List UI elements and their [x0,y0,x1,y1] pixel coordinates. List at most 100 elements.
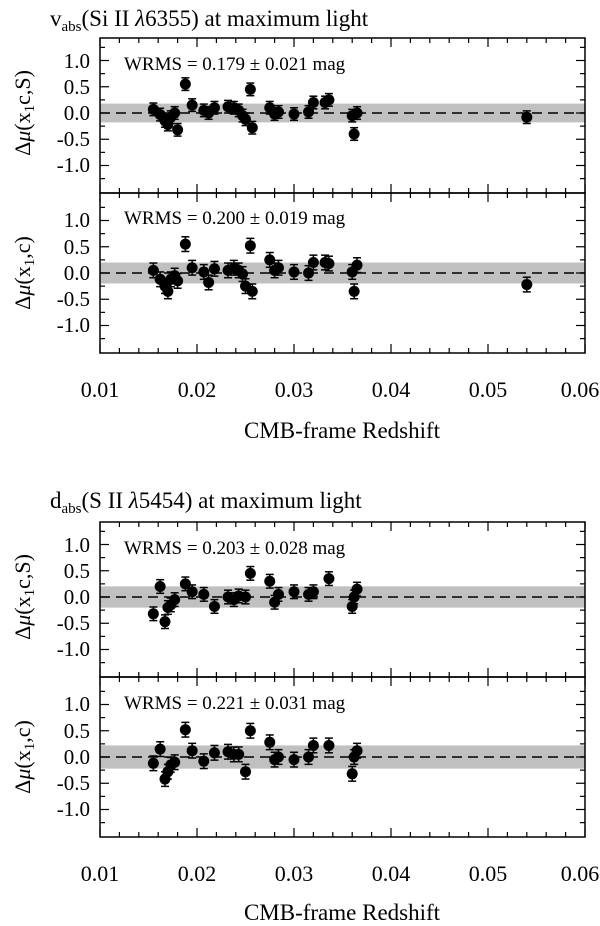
point-marker [159,616,171,628]
y-tick-label: 0.0 [64,745,90,769]
data-points [147,236,533,300]
point-marker [186,745,198,757]
point-marker [288,266,300,278]
data-point [351,105,363,121]
point-marker [179,238,191,250]
data-point [208,260,220,277]
data-point [272,586,284,602]
point-marker [169,107,181,119]
axes-frame [99,192,586,354]
point-marker [348,128,360,140]
figure-1: vabs(Si II λ6355) at maximum light WRMS … [10,6,599,443]
y-tick-label: 1.0 [64,49,90,73]
point-marker [288,108,300,120]
data-point [169,754,181,771]
wrms-annotation: WRMS = 0.179 ± 0.021 mag [124,54,346,75]
data-point [521,276,533,293]
point-marker [264,575,276,587]
point-marker [154,581,166,592]
y-tick-label: 1.0 [64,208,90,232]
point-marker [179,724,191,736]
point-marker [169,756,181,768]
data-point [303,748,315,766]
y-tick-label: 0.0 [64,585,90,609]
data-point [272,104,284,119]
data-point [172,272,184,289]
data-point [154,741,166,758]
data-point [323,737,335,754]
y-tick-label: 0.0 [64,261,90,285]
y-tick-label: -0.5 [57,611,90,635]
data-point [346,765,358,782]
y-axis-label: Δμ(x1,c) [10,720,38,794]
data-point [186,584,198,600]
y-tick-label: -1.0 [57,313,90,337]
data-point [323,571,335,587]
x-tick-label: 0.03 [275,861,314,886]
point-marker [272,751,284,763]
y-tick-label: -0.5 [57,771,90,795]
data-point [186,742,198,759]
data-point [348,283,360,300]
data-point [264,573,276,589]
data-point [307,737,319,754]
point-marker [246,285,258,297]
wrms-annotation: WRMS = 0.203 ± 0.028 mag [124,538,346,559]
x-tick-label: 0.05 [469,377,508,402]
data-point [246,283,258,300]
point-marker [307,586,319,598]
point-marker [147,608,159,620]
point-marker [288,754,300,766]
chart-panel: WRMS = 0.200 ± 0.019 mag Δμ(x1,c) 1.0 0.… [10,192,586,354]
axes-frame [99,676,586,838]
point-marker [203,276,215,288]
data-point [169,105,181,121]
data-point [351,742,363,759]
point-marker [208,600,220,612]
x-axis-label: CMB-frame Redshift [244,418,441,443]
point-marker [179,78,191,90]
y-tick-label: -1.0 [57,797,90,821]
x-tick-label: 0.02 [178,377,217,402]
point-marker [186,586,198,598]
point-marker [307,257,319,268]
data-point [208,744,220,761]
chart-panel: WRMS = 0.179 ± 0.021 mag Δμ(x1c,S) 1.0 0… [10,37,586,194]
point-marker [521,111,533,123]
wrms-annotation: WRMS = 0.221 ± 0.031 mag [124,693,346,714]
point-marker [351,583,363,595]
data-point [172,122,184,137]
point-marker [351,107,363,119]
data-point [208,598,220,615]
point-marker [307,97,319,108]
data-point [272,259,284,276]
x-tick-label: 0.03 [275,377,314,402]
x-tick-labels: 0.01 0.02 0.03 0.04 0.05 0.06 [81,377,600,402]
x-tick-label: 0.05 [469,861,508,886]
data-point [198,586,210,602]
data-point [351,257,363,274]
point-marker [272,262,284,274]
data-point [323,255,335,272]
data-points [147,565,363,630]
point-marker [169,594,181,606]
point-marker [179,578,191,590]
y-tick-label: -1.0 [57,153,90,177]
point-marker [208,263,220,275]
point-marker [323,739,335,751]
data-point [240,763,251,780]
point-marker [172,124,184,136]
y-tick-labels: 1.0 0.5 0.0 -0.5 -1.0 [57,49,90,177]
point-marker [244,240,256,252]
y-tick-label: -0.5 [57,127,90,151]
x-tick-label: 0.04 [372,377,411,402]
data-point [323,92,335,107]
data-point [240,112,251,127]
wrms-annotation: WRMS = 0.200 ± 0.019 mag [124,208,346,229]
data-point [288,107,300,122]
data-point [169,592,181,608]
y-tick-label: 0.5 [64,559,90,583]
data-point [272,748,284,766]
data-point [179,721,191,738]
data-point [147,606,159,622]
